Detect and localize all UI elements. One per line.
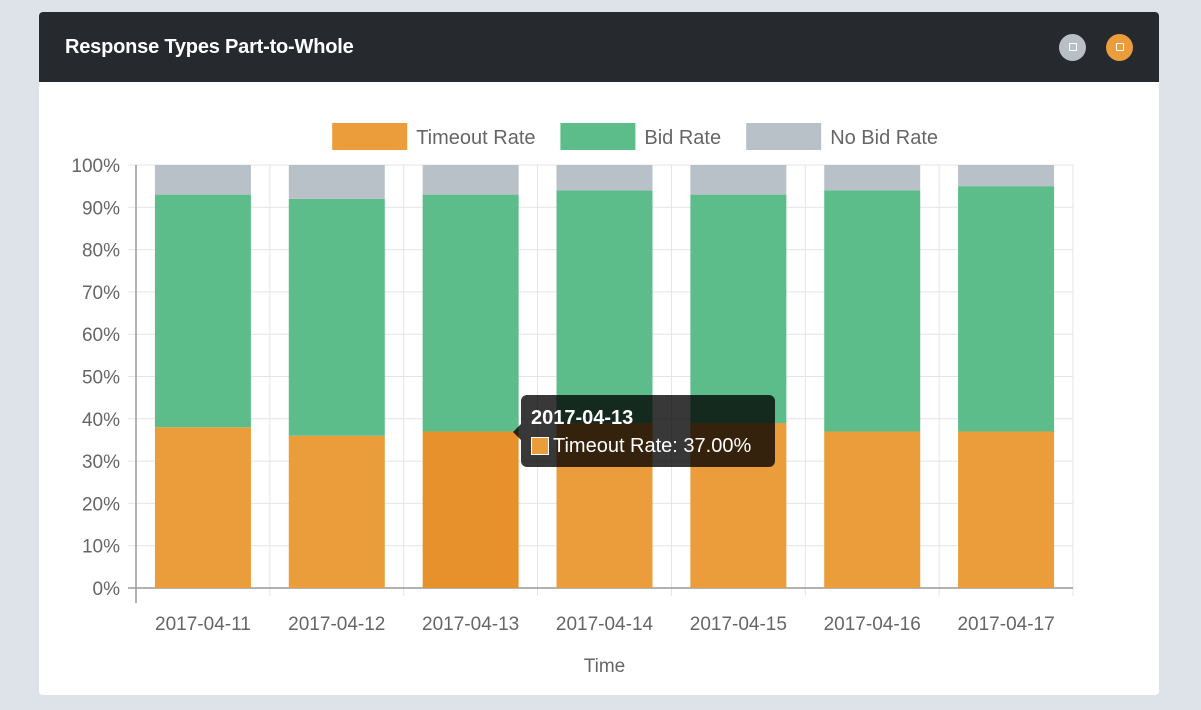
bar-segment bbox=[154, 427, 251, 588]
bar-segment bbox=[824, 431, 921, 588]
tooltip-swatch bbox=[531, 437, 549, 455]
chart-tooltip: 2017-04-13 Timeout Rate: 37.00% bbox=[513, 395, 775, 467]
bar-segment bbox=[958, 186, 1055, 432]
chart-panel: Response Types Part-to-Whole 0% 10% 20% 30%… bbox=[39, 12, 1159, 695]
y-tick-label: 50% bbox=[82, 368, 120, 389]
grey-square-button[interactable] bbox=[1059, 33, 1086, 61]
legend-label: No Bid Rate bbox=[830, 127, 938, 149]
y-tick-label: 60% bbox=[82, 325, 120, 346]
bar-segment bbox=[690, 165, 787, 195]
y-tick-label: 0% bbox=[93, 579, 121, 600]
chart-area: 0% 10% 20% 30% 40% 50% 60% 70% 80% 90% 100% 2017-04… bbox=[39, 82, 1159, 695]
square-icon bbox=[1068, 43, 1077, 51]
y-tick-label: 100% bbox=[71, 156, 120, 177]
stacked-bar-chart: 0% 10% 20% 30% 40% 50% 60% 70% 80% 90% 100% 2017-04… bbox=[71, 123, 1074, 677]
legend-label: Bid Rate bbox=[644, 127, 721, 149]
y-tick-label: 20% bbox=[82, 494, 120, 515]
tooltip-text: Timeout Rate: 37.00% bbox=[553, 435, 752, 457]
legend-swatch bbox=[332, 123, 408, 150]
y-tick-label: 10% bbox=[82, 537, 120, 558]
y-tick-label: 90% bbox=[82, 198, 120, 219]
tooltip-title: 2017-04-13 bbox=[531, 407, 634, 429]
orange-square-button[interactable] bbox=[1106, 33, 1133, 61]
bar-segment bbox=[824, 190, 921, 432]
x-tick-label: 2017-04-14 bbox=[556, 614, 654, 635]
bar-segment bbox=[422, 165, 519, 195]
bar-segment bbox=[422, 194, 519, 432]
bar-segment bbox=[556, 165, 653, 191]
y-tick-label: 80% bbox=[82, 241, 120, 262]
x-tick-label: 2017-04-12 bbox=[288, 614, 385, 635]
legend-label: Timeout Rate bbox=[416, 127, 535, 149]
bar-segment bbox=[958, 165, 1055, 187]
legend-swatch bbox=[560, 123, 636, 150]
square-icon bbox=[1115, 43, 1124, 51]
y-tick-label: 70% bbox=[82, 283, 120, 304]
y-tick-label: 30% bbox=[82, 452, 120, 473]
bar-segment bbox=[556, 190, 653, 424]
bar-segment bbox=[288, 198, 385, 436]
panel-header: Response Types Part-to-Whole bbox=[39, 12, 1159, 82]
x-tick-label: 2017-04-11 bbox=[155, 614, 251, 635]
x-tick-label: 2017-04-16 bbox=[824, 614, 921, 635]
x-tick-label: 2017-04-15 bbox=[690, 614, 787, 635]
bar-segment bbox=[690, 194, 787, 424]
tooltip-row: Timeout Rate: 37.00% bbox=[531, 433, 765, 459]
bar-segment bbox=[422, 431, 519, 588]
bar-segment bbox=[824, 165, 921, 191]
header-buttons bbox=[1059, 33, 1133, 61]
x-tick-label: 2017-04-17 bbox=[957, 614, 1054, 635]
bar-segment bbox=[958, 431, 1055, 588]
bar-segment bbox=[288, 435, 385, 588]
legend-swatch bbox=[746, 123, 822, 150]
panel-title: Response Types Part-to-Whole bbox=[65, 35, 354, 58]
y-tick-label: 40% bbox=[82, 410, 120, 431]
bar-segment bbox=[154, 165, 251, 195]
bar-segment bbox=[154, 194, 251, 428]
x-axis-title: Time bbox=[584, 656, 626, 677]
bar-segment bbox=[288, 165, 385, 199]
x-tick-label: 2017-04-13 bbox=[422, 614, 519, 635]
